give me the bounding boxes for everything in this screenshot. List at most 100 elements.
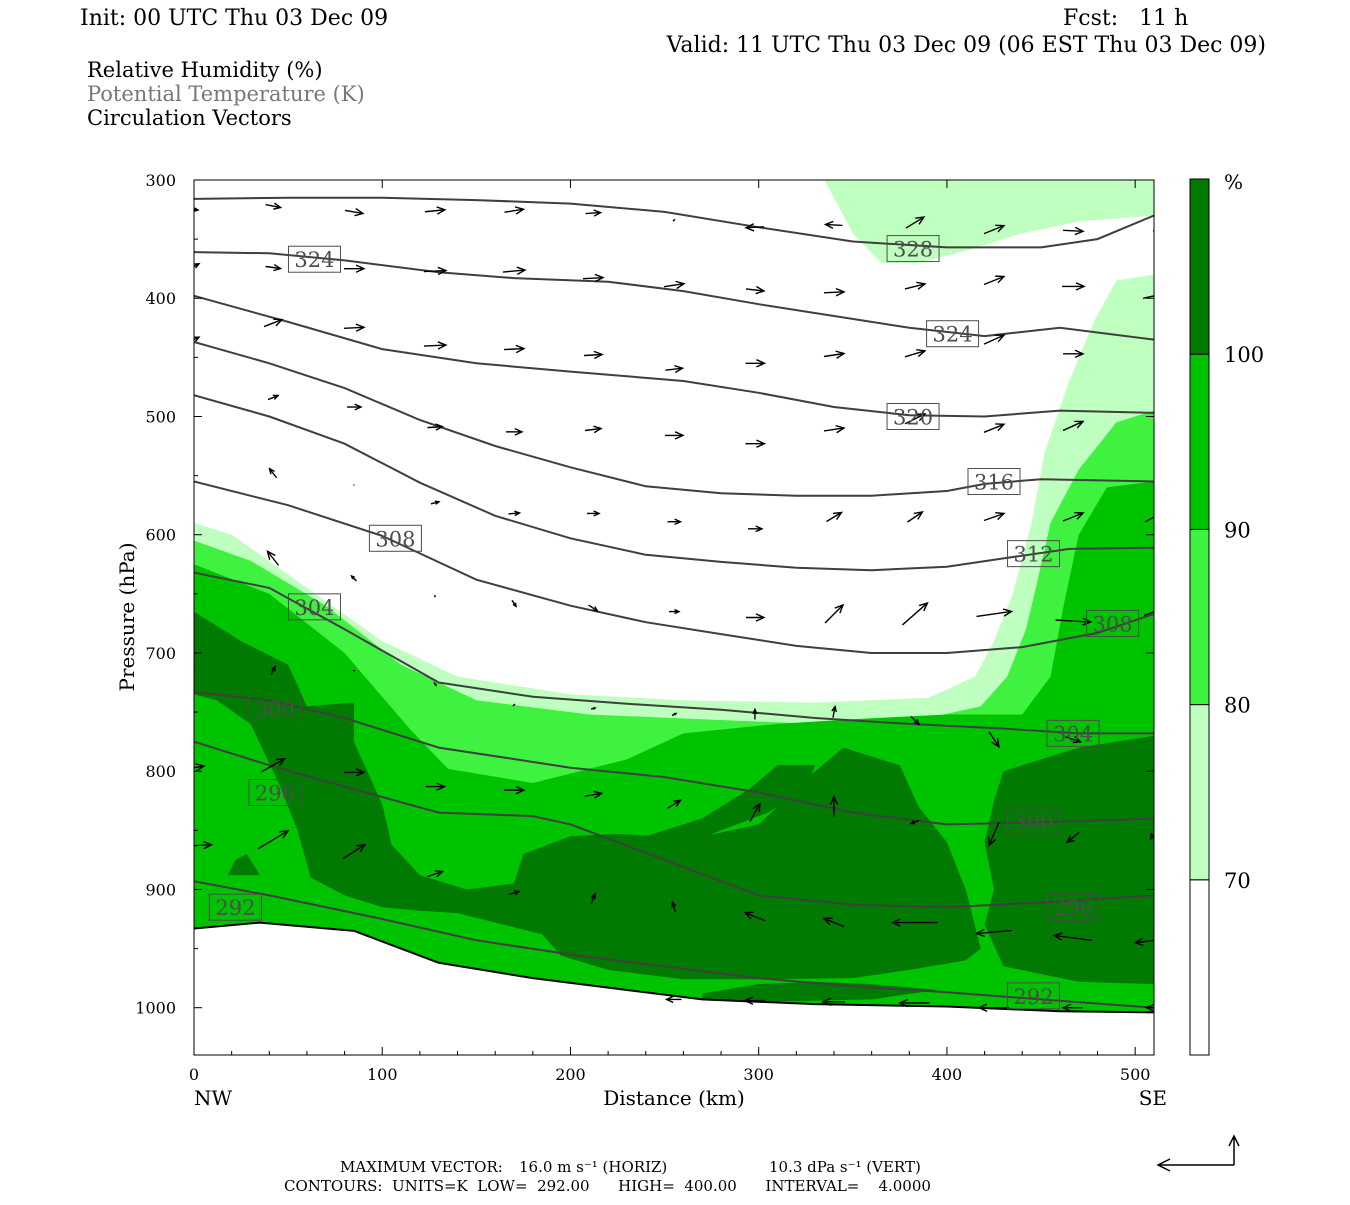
vector-shaft (194, 263, 200, 268)
vector-shaft (901, 602, 928, 626)
vector-shaft (983, 275, 1005, 286)
contour-label-box (248, 779, 302, 806)
circulation-vector (1055, 617, 1093, 626)
theta-contour-316 (194, 341, 1154, 497)
vector-head (743, 911, 754, 920)
circulation-vector (268, 467, 278, 479)
vector-head (514, 427, 524, 436)
vector-head (995, 224, 1006, 233)
vector-head (1156, 292, 1165, 299)
vector-shaft (342, 844, 366, 860)
valid-time-label: Valid: 11 UTC Thu 03 Dec 09 (06 EST Thu … (666, 33, 1266, 58)
vector-shaft (1144, 516, 1154, 523)
vector-shaft (904, 413, 926, 425)
circulation-vector (663, 280, 686, 290)
vector-head (1082, 617, 1093, 626)
vector-head (194, 207, 200, 212)
vector-shaft (823, 917, 845, 928)
vector-head (194, 263, 201, 269)
circulation-vector (909, 819, 920, 825)
circulation-vector (983, 334, 1006, 345)
vector-head (673, 712, 678, 716)
vector-head (273, 318, 284, 327)
vector-head (593, 350, 604, 360)
y-tick-label: 1000 (135, 999, 176, 1018)
theta-contour-292 (194, 880, 1154, 1009)
y-tick-label: 800 (145, 762, 176, 781)
vector-head (1052, 932, 1063, 941)
vector-shaft (905, 216, 925, 229)
vector-head (515, 344, 526, 354)
circulation-vector (1133, 937, 1154, 947)
circulation-vector (826, 511, 843, 523)
vector-head (356, 843, 367, 853)
vector-head (756, 359, 767, 368)
vector-shaft (269, 468, 278, 479)
circulation-vector (983, 224, 1006, 235)
vector-head (1074, 349, 1085, 359)
vector-head (755, 525, 764, 533)
circulation-vector (822, 917, 845, 928)
vector-shaft (583, 276, 604, 280)
circulation-vector (743, 911, 766, 922)
circulation-vector (427, 870, 445, 878)
vector-shaft (343, 326, 365, 330)
contour-label-box (368, 524, 422, 552)
x-tick-label: 400 (932, 1065, 963, 1084)
colorbar-segment (1189, 879, 1210, 1056)
contour-label: 324 (933, 323, 973, 347)
vector-head (898, 998, 909, 1008)
vector-shaft (1062, 512, 1084, 522)
colorbar-level-label: 90 (1224, 518, 1251, 542)
init-time-label: Init: 00 UTC Thu 03 Dec 09 (80, 6, 388, 31)
circulation-vector (270, 665, 276, 676)
below-ground-mask (194, 922, 1154, 1055)
vector-head (988, 836, 996, 847)
vector-shaft (1134, 939, 1154, 944)
vector-head (434, 683, 437, 687)
vector-head (515, 785, 526, 795)
circulation-vector (344, 768, 366, 777)
circulation-vector (430, 500, 441, 505)
contour-label: 292 (1013, 985, 1053, 1009)
vector-shaft (667, 799, 681, 809)
x-tick-label: 200 (555, 1065, 586, 1084)
contour-label-box (1086, 609, 1140, 637)
circulation-vector (749, 802, 761, 822)
vector-head (436, 206, 447, 215)
vector-head (272, 394, 280, 400)
vector-shaft (261, 758, 285, 773)
vector-head (514, 206, 526, 215)
vector-head (350, 574, 356, 580)
max-horizontal-vector: 16.0 m s⁻¹ (HORIZ) (519, 1158, 667, 1176)
circulation-vector (910, 715, 921, 726)
contour-label-box (967, 468, 1021, 496)
vector-head (437, 266, 448, 276)
vector-shaft (823, 291, 845, 294)
vector-shaft (265, 265, 281, 270)
circulation-vector (898, 998, 930, 1008)
circulation-vector (583, 273, 605, 283)
vector-head (832, 511, 843, 520)
rh-region-100-6 (984, 735, 1154, 985)
vector-head (834, 603, 845, 614)
circulation-vector (904, 348, 927, 358)
field-title-theta: Potential Temperature (K) (87, 82, 365, 106)
vector-shaft (1063, 229, 1084, 233)
vector-head (835, 287, 846, 297)
circulation-vector (745, 359, 767, 368)
circulation-vector (983, 423, 1006, 433)
reference-vector-icon (1156, 1134, 1240, 1172)
x-tick-label: 300 (743, 1065, 774, 1084)
vector-shaft (983, 512, 1005, 522)
circulation-vector (265, 202, 283, 210)
circulation-vector (194, 336, 201, 342)
circulation-vector (433, 594, 437, 598)
circulation-vector (343, 323, 366, 332)
vector-head (266, 550, 276, 561)
vector-head (913, 511, 924, 520)
vector-head (890, 918, 901, 927)
circulation-vector (1063, 349, 1085, 359)
vector-shaft (983, 225, 1005, 235)
vector-head (273, 263, 283, 272)
